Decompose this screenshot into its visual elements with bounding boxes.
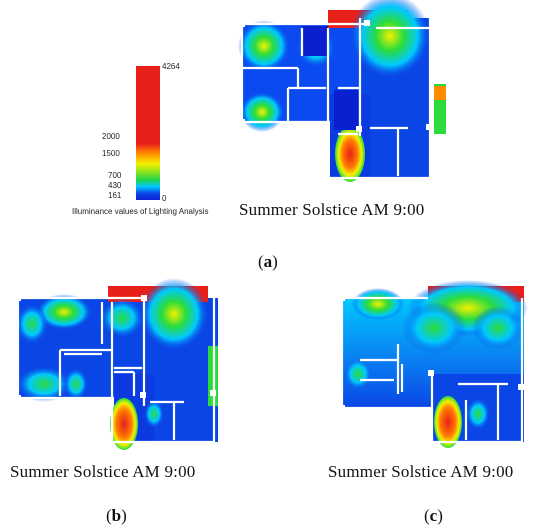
caption-a: Summer Solstice AM 9:00: [239, 200, 425, 219]
panel-label-a-open: (: [258, 252, 264, 271]
legend-value-430: 430: [108, 181, 122, 190]
panel-label-b-letter: b: [111, 506, 122, 525]
illuminance-legend: 4264 2000 1500 700 430 161 0: [70, 60, 250, 220]
floorplan-a: [238, 0, 446, 182]
legend-value-1500: 1500: [102, 149, 120, 158]
legend-value-2000: 2000: [102, 132, 120, 141]
legend-title: Illuminance values of Lighting Analysis: [72, 207, 209, 216]
panel-label-b: (b): [106, 506, 127, 526]
panel-label-c-close: ): [437, 506, 443, 525]
panel-label-a-close: ): [272, 252, 278, 271]
panel-label-a-letter: a: [263, 252, 273, 271]
caption-c: Summer Solstice AM 9:00: [328, 462, 514, 481]
legend-value-161: 161: [108, 191, 122, 200]
panel-label-c: (c): [424, 506, 443, 526]
panel-label-c-letter: c: [429, 506, 438, 525]
panel-label-c-open: (: [424, 506, 430, 525]
legend-color-bar: [136, 66, 160, 200]
legend-value-max: 4264: [162, 62, 180, 71]
caption-b: Summer Solstice AM 9:00: [10, 462, 196, 481]
panel-label-a: (a): [258, 252, 278, 272]
floorplan-c: [339, 280, 528, 448]
legend-value-min: 0: [162, 194, 167, 203]
panel-label-b-close: ): [121, 506, 127, 525]
panel-label-b-open: (: [106, 506, 112, 525]
floorplan-b: [15, 278, 218, 450]
legend-value-700: 700: [108, 171, 122, 180]
